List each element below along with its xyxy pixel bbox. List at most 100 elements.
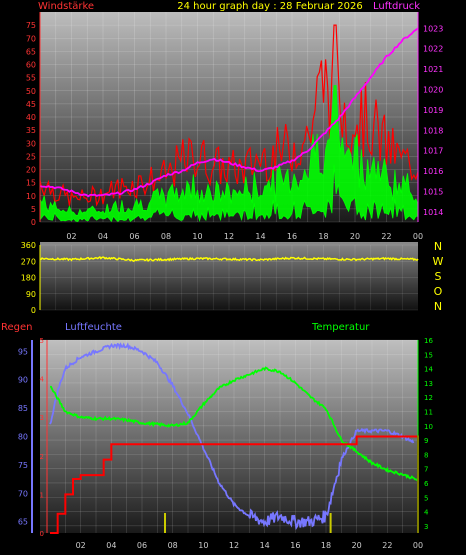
compass-label: O xyxy=(434,285,443,298)
top-x-tick-label: 22 xyxy=(381,232,391,241)
bottom-x-tick-label: 18 xyxy=(321,541,331,550)
humidity-label: Luftfeuchte xyxy=(65,322,122,333)
direction-plot-area xyxy=(40,242,418,310)
humidity-axis-tick: 75 xyxy=(18,461,28,470)
pressure-axis-tick: 1014 xyxy=(423,208,443,217)
compass-label: N xyxy=(434,300,442,313)
wind-axis-tick: 10 xyxy=(26,192,36,201)
wind-axis-tick: 40 xyxy=(26,113,36,122)
wind-gust-line xyxy=(39,24,419,207)
direction-axis-tick: 270 xyxy=(21,257,36,266)
wind-axis-tick: 50 xyxy=(26,87,36,96)
temperature-axis-tick: 14 xyxy=(424,366,433,374)
rain-axis-tick: 4 xyxy=(40,376,45,384)
bottom-x-tick-label: 12 xyxy=(229,541,239,550)
wind-axis-tick: 5 xyxy=(31,205,36,214)
top-x-tick-label: 06 xyxy=(129,232,139,241)
chart-title: 24 hour graph day : 28 Februar 2026 xyxy=(177,1,362,12)
top-x-tick-label: 14 xyxy=(255,232,265,241)
humidity-axis-tick: 95 xyxy=(18,347,28,356)
bottom-x-tick-label: 06 xyxy=(137,541,147,550)
direction-axis-tick: 90 xyxy=(26,290,36,299)
pressure-axis-tick: 1023 xyxy=(423,24,443,33)
wind-axis-tick: 15 xyxy=(26,179,36,188)
rain-line xyxy=(50,435,419,534)
humidity-line xyxy=(49,342,415,531)
bottom-x-tick-label: 20 xyxy=(352,541,362,550)
humidity-axis-tick: 85 xyxy=(18,404,28,413)
bottom-x-tick-label: 14 xyxy=(260,541,270,550)
bottom-x-tick-label: 16 xyxy=(290,541,300,550)
top-x-tick-label: 20 xyxy=(350,232,360,241)
temperature-axis-tick: 10 xyxy=(424,423,433,431)
top-x-tick-label: 02 xyxy=(66,232,76,241)
rain-axis-tick: 0 xyxy=(40,530,44,538)
pressure-axis-tick: 1022 xyxy=(423,45,443,54)
top-x-tick-label: 04 xyxy=(98,232,108,241)
temperature-axis-tick: 13 xyxy=(424,380,433,388)
top-x-tick-label: 10 xyxy=(192,232,202,241)
temperature-axis-tick: 16 xyxy=(424,337,433,345)
direction-axis-tick: 360 xyxy=(21,241,36,250)
direction-axis-tick: 180 xyxy=(21,274,36,283)
pressure-axis-tick: 1018 xyxy=(423,126,443,135)
compass-label: W xyxy=(433,255,444,268)
top-x-tick-label: 18 xyxy=(318,232,328,241)
top-x-tick-label: 08 xyxy=(161,232,171,241)
top-x-tick-label: 16 xyxy=(287,232,297,241)
wind-axis-tick: 70 xyxy=(26,34,36,43)
humidity-axis-tick: 70 xyxy=(18,489,28,498)
rain-axis-tick: 5 xyxy=(40,337,44,345)
humidity-axis-tick: 90 xyxy=(18,376,28,385)
pressure-line xyxy=(39,27,419,198)
rain-axis-tick: 2 xyxy=(40,453,44,461)
pressure-axis-tick: 1019 xyxy=(423,106,443,115)
temperature-axis-tick: 3 xyxy=(424,523,428,531)
temperature-axis-tick: 6 xyxy=(424,480,429,488)
bottom-x-tick-label: 22 xyxy=(382,541,392,550)
pressure-axis-tick: 1017 xyxy=(423,147,443,156)
bottom-x-tick-label: 00 xyxy=(413,541,423,550)
bottom-x-tick-label: 04 xyxy=(106,541,116,550)
bottom-x-tick-label: 10 xyxy=(198,541,208,550)
temperature-line xyxy=(49,366,419,482)
wind-axis-tick: 60 xyxy=(26,61,36,70)
wind-axis-tick: 35 xyxy=(26,126,36,135)
temperature-axis-tick: 11 xyxy=(424,408,433,416)
compass-label: N xyxy=(434,240,442,253)
top-x-tick-label: 12 xyxy=(224,232,234,241)
temperature-axis-tick: 9 xyxy=(424,437,428,445)
wind-axis-tick: 75 xyxy=(26,21,36,30)
rain-label: Regen xyxy=(1,322,33,333)
direction-line xyxy=(39,256,419,262)
bottom-x-tick-label: 08 xyxy=(168,541,178,550)
right-axis-title: Luftdruck xyxy=(373,1,420,12)
temperature-axis-tick: 4 xyxy=(424,509,429,517)
top-x-tick-label: 00 xyxy=(413,232,423,241)
temperature-axis-tick: 7 xyxy=(424,466,428,474)
pressure-axis-tick: 1020 xyxy=(423,85,443,94)
rain-axis-tick: 3 xyxy=(40,414,44,422)
temperature-axis-tick: 5 xyxy=(424,494,428,502)
compass-label: S xyxy=(435,270,442,283)
wind-axis-tick: 55 xyxy=(26,74,36,83)
bottom-x-tick-label: 02 xyxy=(76,541,86,550)
pressure-axis-tick: 1021 xyxy=(423,65,443,74)
temperature-label: Temperatur xyxy=(311,322,370,333)
rain-axis-tick: 1 xyxy=(40,491,44,499)
wind-axis-tick: 30 xyxy=(26,139,36,148)
wind-axis-tick: 0 xyxy=(31,218,36,227)
left-axis-title: Windstärke xyxy=(38,1,94,12)
wind-axis-tick: 20 xyxy=(26,166,36,175)
wind-axis-tick: 25 xyxy=(26,152,36,161)
direction-axis-tick: 0 xyxy=(31,306,36,315)
humidity-axis-tick: 80 xyxy=(18,433,28,442)
temperature-axis-tick: 15 xyxy=(424,351,433,359)
pressure-axis-tick: 1016 xyxy=(423,167,443,176)
temperature-axis-tick: 12 xyxy=(424,394,433,402)
humidity-axis-tick: 65 xyxy=(18,518,28,527)
temperature-axis-tick: 8 xyxy=(424,451,428,459)
pressure-axis-tick: 1015 xyxy=(423,187,443,196)
wind-axis-tick: 65 xyxy=(26,47,36,56)
